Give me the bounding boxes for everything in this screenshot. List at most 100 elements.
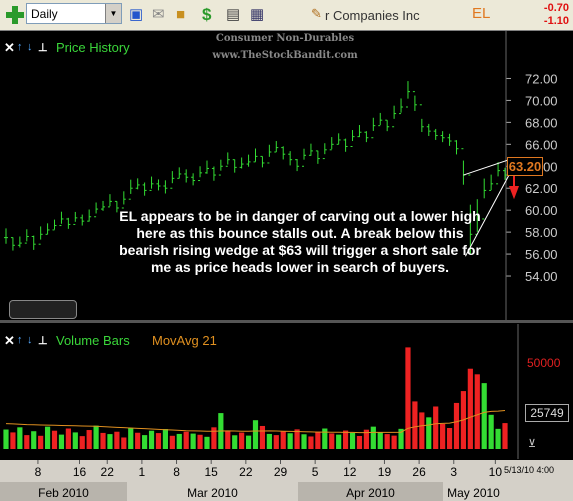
panel-separator[interactable] [0,320,573,323]
company-field[interactable]: ✎ r Companies Inc [305,5,425,25]
close-volume-panel-icon[interactable]: ✕ [4,333,15,348]
volume-bar [453,402,460,449]
volume-bar [315,431,321,449]
price-bar [170,171,175,189]
time-axis: 8 16 22 1 8 15 22 29 5 12 19 26 3 10 Feb 2010 Mar 2010 A… [0,460,573,501]
price-bar [73,211,78,225]
collapse-icon[interactable]: ⊻ [528,438,537,450]
price-change: -0.70 [543,2,569,14]
price-bar [94,202,99,218]
price-tick-label: 60.00 [525,203,558,218]
card-icon[interactable]: ▦ [250,6,265,23]
volume-bar [31,431,37,449]
x-tick-label: 8 [173,465,180,479]
volume-bar [86,430,92,449]
volume-bar [342,430,349,449]
arrow-down-icon[interactable]: ↓ [27,41,33,53]
period-select[interactable]: Daily ▼ [26,3,122,24]
price-bar [274,141,279,153]
arrow-up-icon[interactable]: ↑ [17,334,23,346]
price-tick-label: 58.00 [525,225,558,240]
close-panel-icon[interactable]: ✕ [4,40,15,55]
price-bar [232,159,237,173]
pin-icon[interactable]: ⊥ [38,42,48,54]
price-bar [496,162,501,185]
price-bar [24,229,29,244]
volume-bar [446,428,453,449]
x-tick-label: 15 [205,465,219,479]
last-price-tag: 63.20 [507,157,543,176]
price-bar [503,167,507,180]
volume-bar [190,433,196,449]
volume-bar [38,435,44,449]
x-tick-label: 29 [274,465,288,479]
price-bar [66,217,71,229]
volume-bar [155,433,162,449]
price-bar [163,180,168,194]
add-chart-icon[interactable] [6,6,24,24]
save-icon[interactable]: ▣ [129,6,144,23]
scroll-handle[interactable] [9,300,77,319]
volume-chart [3,324,519,459]
month-band [298,482,443,501]
price-bar [350,130,355,148]
volume-bar [398,428,404,449]
price-bar [80,214,85,226]
x-tick-label: 26 [412,465,426,479]
price-bar [454,140,459,155]
price-bar [329,137,334,151]
price-tick-label: 62.00 [525,181,558,196]
price-bar [45,223,50,235]
volume-bar [440,423,446,449]
x-tick-label: 8 [35,465,42,479]
price-bar [114,200,119,213]
price-bar [426,123,431,136]
print-icon[interactable]: ▤ [226,6,241,23]
price-bar [31,235,36,250]
email-icon[interactable]: ✉ [152,6,165,23]
volume-bar [197,434,203,449]
month-band [0,482,127,501]
month-band [128,482,297,501]
chevron-down-icon[interactable]: ▼ [105,4,121,23]
price-bar [336,133,341,145]
price-tick-label: 54.00 [525,269,558,284]
price-bar [357,125,362,138]
volume-bar [232,435,238,449]
x-tick-label: 22 [239,465,253,479]
price-bar [468,174,473,255]
volume-bar [391,435,397,449]
price-bar [371,117,376,139]
volume-bar [294,429,300,449]
price-bar [38,226,43,245]
volume-bar [239,432,245,449]
toolbar: Daily ▼ ▣ ✉ ■ $ ▤ ▦ ✎ r Companies Inc EL… [0,0,573,31]
volume-bar [384,434,390,449]
price-panel-label: Price History [56,40,130,55]
volume-bar [349,432,356,449]
dollar-icon[interactable]: $ [202,5,212,24]
pin-icon[interactable]: ⊥ [38,335,48,347]
month-label: Apr 2010 [346,486,395,500]
price-change-pct: -1.10 [543,15,569,27]
price-tick-label: 66.00 [525,137,558,152]
x-tick-label: 19 [378,465,392,479]
price-bar [260,155,265,168]
volume-bar [426,417,432,449]
arrow-up-icon[interactable]: ↑ [17,41,23,53]
price-bar [315,150,320,164]
price-bar [156,179,161,191]
price-bar [281,146,286,160]
lock-icon[interactable]: ■ [176,6,186,23]
price-bar [218,159,223,176]
volume-bar [183,431,189,449]
price-bar [302,148,307,167]
watermark-site: www.TheStockBandit.com [212,50,358,61]
price-bar [461,148,466,185]
arrow-down-icon[interactable]: ↓ [27,334,33,346]
volume-bar [142,435,148,449]
price-bar [17,236,22,248]
volume-bar [467,368,473,449]
x-tick-label: 5 [312,465,319,479]
month-label: Mar 2010 [187,486,238,500]
